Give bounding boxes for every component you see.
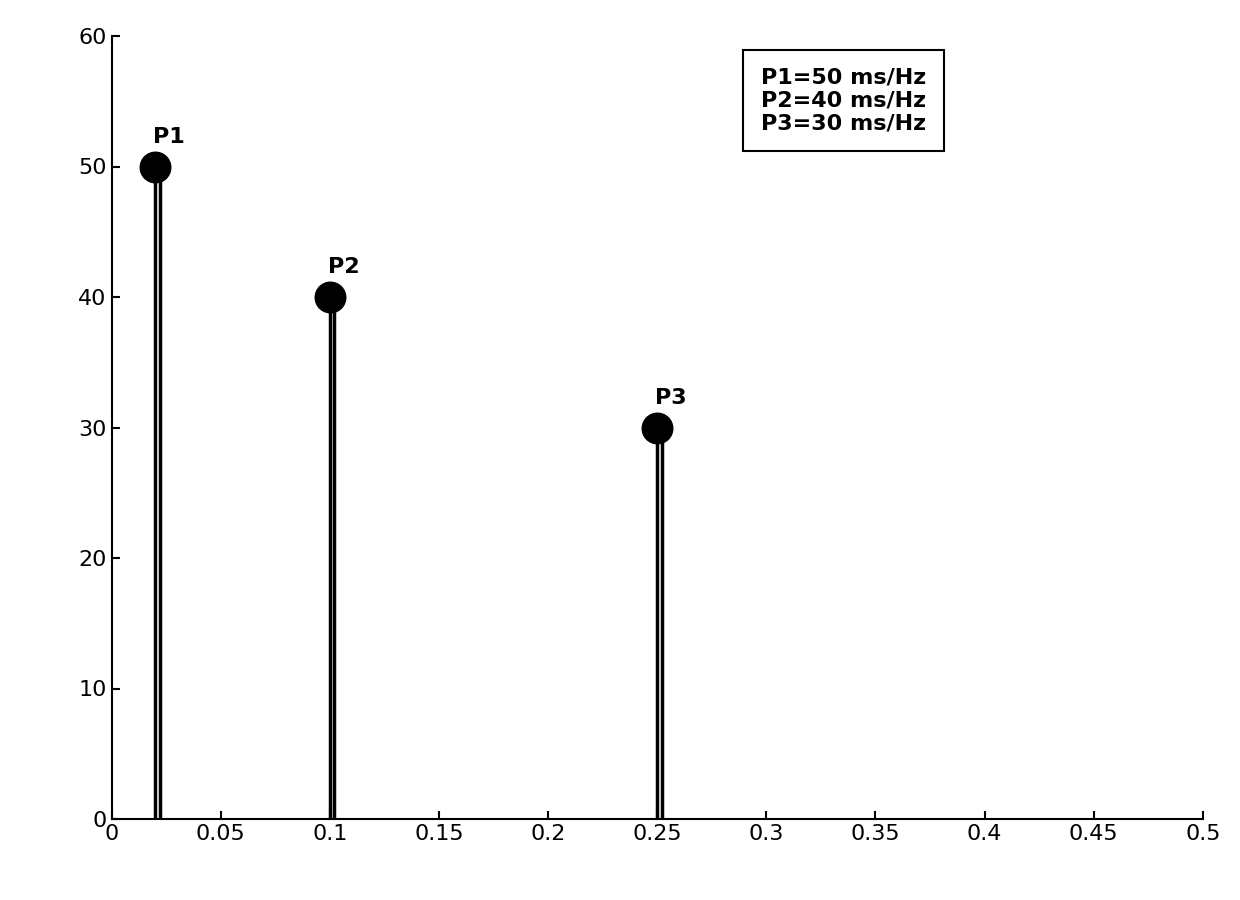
Text: P1=50 ms/Hz
P2=40 ms/Hz
P3=30 ms/Hz: P1=50 ms/Hz P2=40 ms/Hz P3=30 ms/Hz	[761, 68, 926, 134]
Text: P1: P1	[153, 127, 185, 147]
Text: P2: P2	[327, 257, 360, 277]
Text: P3: P3	[655, 388, 687, 408]
